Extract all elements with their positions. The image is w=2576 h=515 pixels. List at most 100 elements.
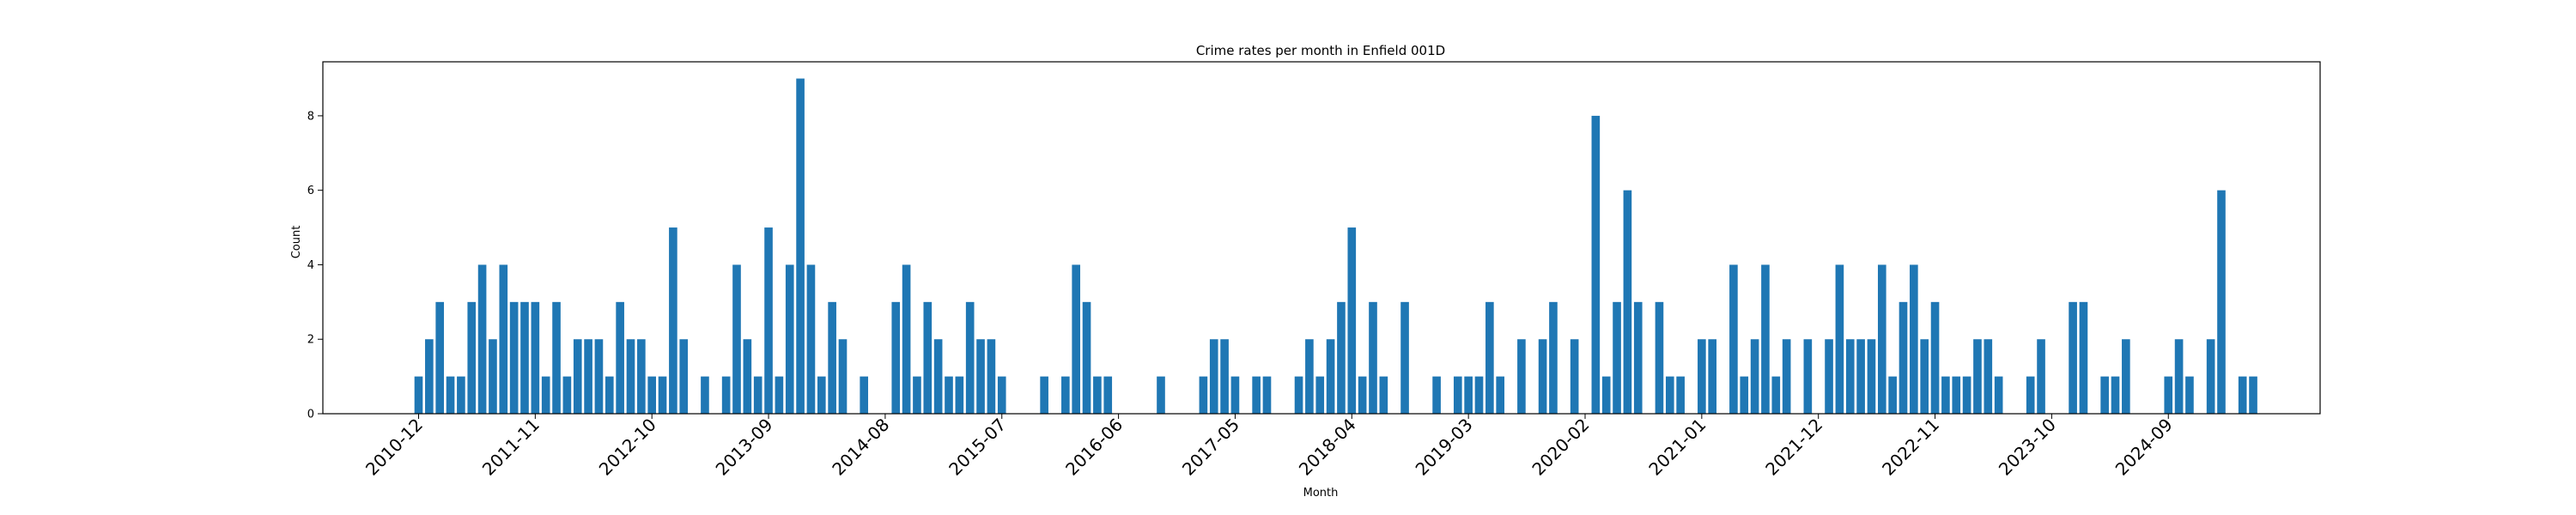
bar bbox=[891, 301, 901, 414]
bar bbox=[1093, 376, 1102, 414]
bar bbox=[616, 301, 624, 414]
bar bbox=[541, 376, 550, 414]
bar bbox=[2217, 190, 2226, 414]
x-axis-title: Month bbox=[1303, 487, 1339, 500]
bar bbox=[467, 301, 477, 414]
y-axis-title: Count bbox=[290, 226, 303, 259]
bar bbox=[817, 376, 826, 414]
bar bbox=[1400, 301, 1409, 414]
bar bbox=[1962, 376, 1971, 414]
bar bbox=[1082, 301, 1091, 414]
bar bbox=[1867, 339, 1876, 414]
bar bbox=[1103, 376, 1113, 414]
bar bbox=[2026, 376, 2035, 414]
bar bbox=[605, 376, 614, 414]
bar bbox=[1601, 376, 1611, 414]
bar bbox=[1347, 227, 1357, 414]
bar bbox=[2185, 376, 2194, 414]
bar bbox=[520, 301, 529, 414]
bar bbox=[1941, 376, 1950, 414]
bar bbox=[446, 376, 455, 414]
bar bbox=[2111, 376, 2120, 414]
bar bbox=[1220, 339, 1229, 414]
bar bbox=[1984, 339, 1993, 414]
bar bbox=[2122, 339, 2130, 414]
bar bbox=[1538, 339, 1547, 414]
bar bbox=[1294, 376, 1303, 414]
bar bbox=[753, 376, 762, 414]
bar bbox=[1432, 376, 1441, 414]
bar bbox=[2174, 339, 2184, 414]
x-tick-label: 2010-12 bbox=[361, 415, 427, 480]
bar bbox=[1485, 301, 1494, 414]
bar bbox=[594, 339, 604, 414]
x-tick-label: 2016-06 bbox=[1061, 415, 1127, 480]
bar bbox=[1464, 376, 1473, 414]
bar bbox=[1157, 376, 1165, 414]
bar bbox=[1591, 115, 1601, 414]
bar bbox=[1888, 376, 1897, 414]
bar bbox=[838, 339, 848, 414]
bar bbox=[1230, 376, 1240, 414]
bar bbox=[796, 78, 805, 415]
y-axis: 0 2 4 6 8 bbox=[307, 110, 323, 421]
bar bbox=[860, 376, 869, 414]
bar bbox=[1782, 339, 1791, 414]
bar bbox=[743, 339, 752, 414]
bar bbox=[1856, 339, 1865, 414]
bar bbox=[785, 264, 794, 414]
bar bbox=[1326, 339, 1335, 414]
bar bbox=[1803, 339, 1813, 414]
bar bbox=[1845, 339, 1855, 414]
bar bbox=[987, 339, 996, 414]
bar bbox=[2069, 301, 2077, 414]
bar bbox=[1496, 376, 1505, 414]
bar bbox=[933, 339, 943, 414]
bar bbox=[1676, 376, 1685, 414]
bar bbox=[1315, 376, 1325, 414]
bar bbox=[2238, 376, 2247, 414]
bar bbox=[1453, 376, 1462, 414]
bar bbox=[1358, 376, 1367, 414]
x-tick-label: 2019-03 bbox=[1412, 415, 1477, 480]
x-tick-label: 2022-11 bbox=[1878, 415, 1943, 480]
y-tick-label: 4 bbox=[307, 259, 314, 272]
bar bbox=[509, 301, 519, 414]
bar bbox=[1517, 339, 1526, 414]
bar bbox=[955, 376, 964, 414]
bar bbox=[1072, 264, 1081, 414]
x-tick-label: 2014-08 bbox=[828, 415, 893, 480]
bar bbox=[457, 376, 465, 414]
bar bbox=[976, 339, 985, 414]
x-tick-label: 2021-01 bbox=[1644, 415, 1710, 480]
bar bbox=[721, 376, 731, 414]
bar bbox=[1665, 376, 1674, 414]
bar bbox=[1209, 339, 1218, 414]
x-tick-label: 2020-02 bbox=[1528, 415, 1593, 480]
bar bbox=[1305, 339, 1314, 414]
bar bbox=[1337, 301, 1346, 414]
bar bbox=[489, 339, 497, 414]
bar bbox=[945, 376, 953, 414]
bar bbox=[647, 376, 657, 414]
bar bbox=[435, 301, 445, 414]
x-tick-label: 2012-10 bbox=[595, 415, 660, 480]
bar bbox=[913, 376, 921, 414]
bar bbox=[1877, 264, 1886, 414]
bar bbox=[1061, 376, 1070, 414]
bar bbox=[1549, 301, 1558, 414]
bar bbox=[1613, 301, 1621, 414]
y-tick-label: 2 bbox=[307, 334, 314, 347]
bar bbox=[1994, 376, 2003, 414]
x-tick-label: 2018-04 bbox=[1295, 415, 1360, 480]
bar bbox=[1633, 301, 1643, 414]
plot-frame bbox=[322, 61, 2321, 415]
bar bbox=[828, 301, 836, 414]
bar bbox=[1262, 376, 1272, 414]
bar bbox=[1369, 301, 1377, 414]
bar bbox=[414, 376, 423, 414]
y-tick-label: 8 bbox=[307, 110, 314, 123]
bar bbox=[531, 301, 540, 414]
bar bbox=[1379, 376, 1388, 414]
bar bbox=[1252, 376, 1261, 414]
